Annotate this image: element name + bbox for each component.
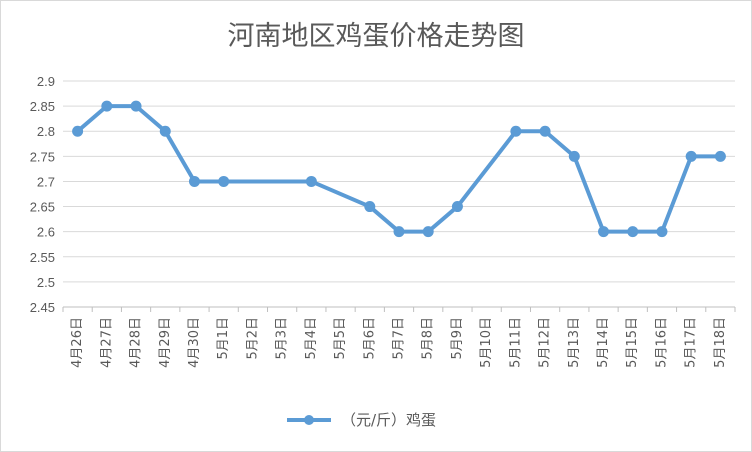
x-tick-label: 5月9日 bbox=[450, 317, 465, 360]
x-tick-label: 5月17日 bbox=[684, 317, 699, 368]
y-tick-label: 2.5 bbox=[37, 275, 55, 290]
y-tick-label: 2.55 bbox=[30, 250, 55, 265]
x-tick-label: 5月5日 bbox=[333, 317, 348, 360]
y-tick-label: 2.45 bbox=[30, 300, 55, 315]
gridlines bbox=[63, 80, 735, 308]
x-tick-label: 4月26日 bbox=[70, 317, 85, 368]
x-tick-label: 5月8日 bbox=[421, 317, 436, 360]
x-tick-label: 5月15日 bbox=[625, 317, 640, 368]
x-tick-label: 4月30日 bbox=[187, 317, 202, 368]
data-point bbox=[627, 226, 639, 238]
data-point bbox=[364, 201, 376, 213]
data-point bbox=[451, 201, 463, 213]
data-point bbox=[305, 175, 317, 187]
data-point bbox=[422, 226, 434, 238]
y-axis: 2.45 2.5 2.55 2.6 2.65 2.7 2.75 2.8 2.85 2.9 bbox=[30, 74, 55, 315]
data-point bbox=[539, 125, 551, 137]
y-tick-label: 2.65 bbox=[30, 200, 55, 215]
chart-title: 河南地区鸡蛋价格走势图 bbox=[228, 21, 525, 52]
y-tick-label: 2.75 bbox=[30, 149, 55, 164]
data-point bbox=[188, 175, 200, 187]
x-tick-label: 5月12日 bbox=[538, 317, 553, 368]
x-tick-label: 4月27日 bbox=[99, 317, 114, 368]
y-tick-label: 2.8 bbox=[37, 124, 55, 139]
data-point bbox=[568, 150, 580, 162]
x-tick-label: 4月28日 bbox=[129, 317, 144, 368]
x-tick-label: 4月29日 bbox=[158, 317, 173, 368]
x-tick-label: 5月18日 bbox=[713, 317, 728, 368]
legend-label: （元/斤）鸡蛋 bbox=[341, 411, 436, 429]
series-line bbox=[75, 104, 723, 234]
y-tick-label: 2.9 bbox=[37, 74, 55, 89]
x-tick-label: 5月1日 bbox=[216, 317, 231, 360]
x-tick-label: 5月4日 bbox=[304, 317, 319, 360]
x-axis: 4月26日 4月27日 4月28日 4月29日 4月30日 5月1日 5月2日 5月3日 5月4… bbox=[62, 306, 736, 368]
data-point bbox=[598, 226, 610, 238]
data-point bbox=[159, 125, 171, 137]
x-tick-label: 5月2日 bbox=[245, 317, 260, 360]
series-layer bbox=[72, 100, 726, 238]
x-tick-label: 5月16日 bbox=[654, 317, 669, 368]
data-point bbox=[685, 150, 697, 162]
y-tick-label: 2.6 bbox=[37, 225, 55, 240]
data-point bbox=[714, 150, 726, 162]
data-point bbox=[72, 125, 84, 137]
x-tick-label: 5月6日 bbox=[362, 317, 377, 360]
data-point bbox=[101, 100, 113, 112]
legend: （元/斤）鸡蛋 bbox=[287, 411, 436, 429]
data-point bbox=[130, 100, 142, 112]
data-point bbox=[510, 125, 522, 137]
x-tick-label: 5月7日 bbox=[392, 317, 407, 360]
data-point bbox=[218, 175, 230, 187]
x-tick-label: 5月11日 bbox=[508, 317, 523, 368]
y-tick-label: 2.85 bbox=[30, 99, 55, 114]
x-tick-label: 5月14日 bbox=[596, 317, 611, 368]
x-tick-label: 5月3日 bbox=[275, 317, 290, 360]
x-tick-label: 5月10日 bbox=[479, 317, 494, 368]
y-tick-label: 2.7 bbox=[37, 174, 55, 189]
x-tick-label: 5月13日 bbox=[567, 317, 582, 368]
legend-point-marker bbox=[304, 415, 314, 425]
data-point bbox=[393, 226, 405, 238]
data-point bbox=[656, 226, 668, 238]
